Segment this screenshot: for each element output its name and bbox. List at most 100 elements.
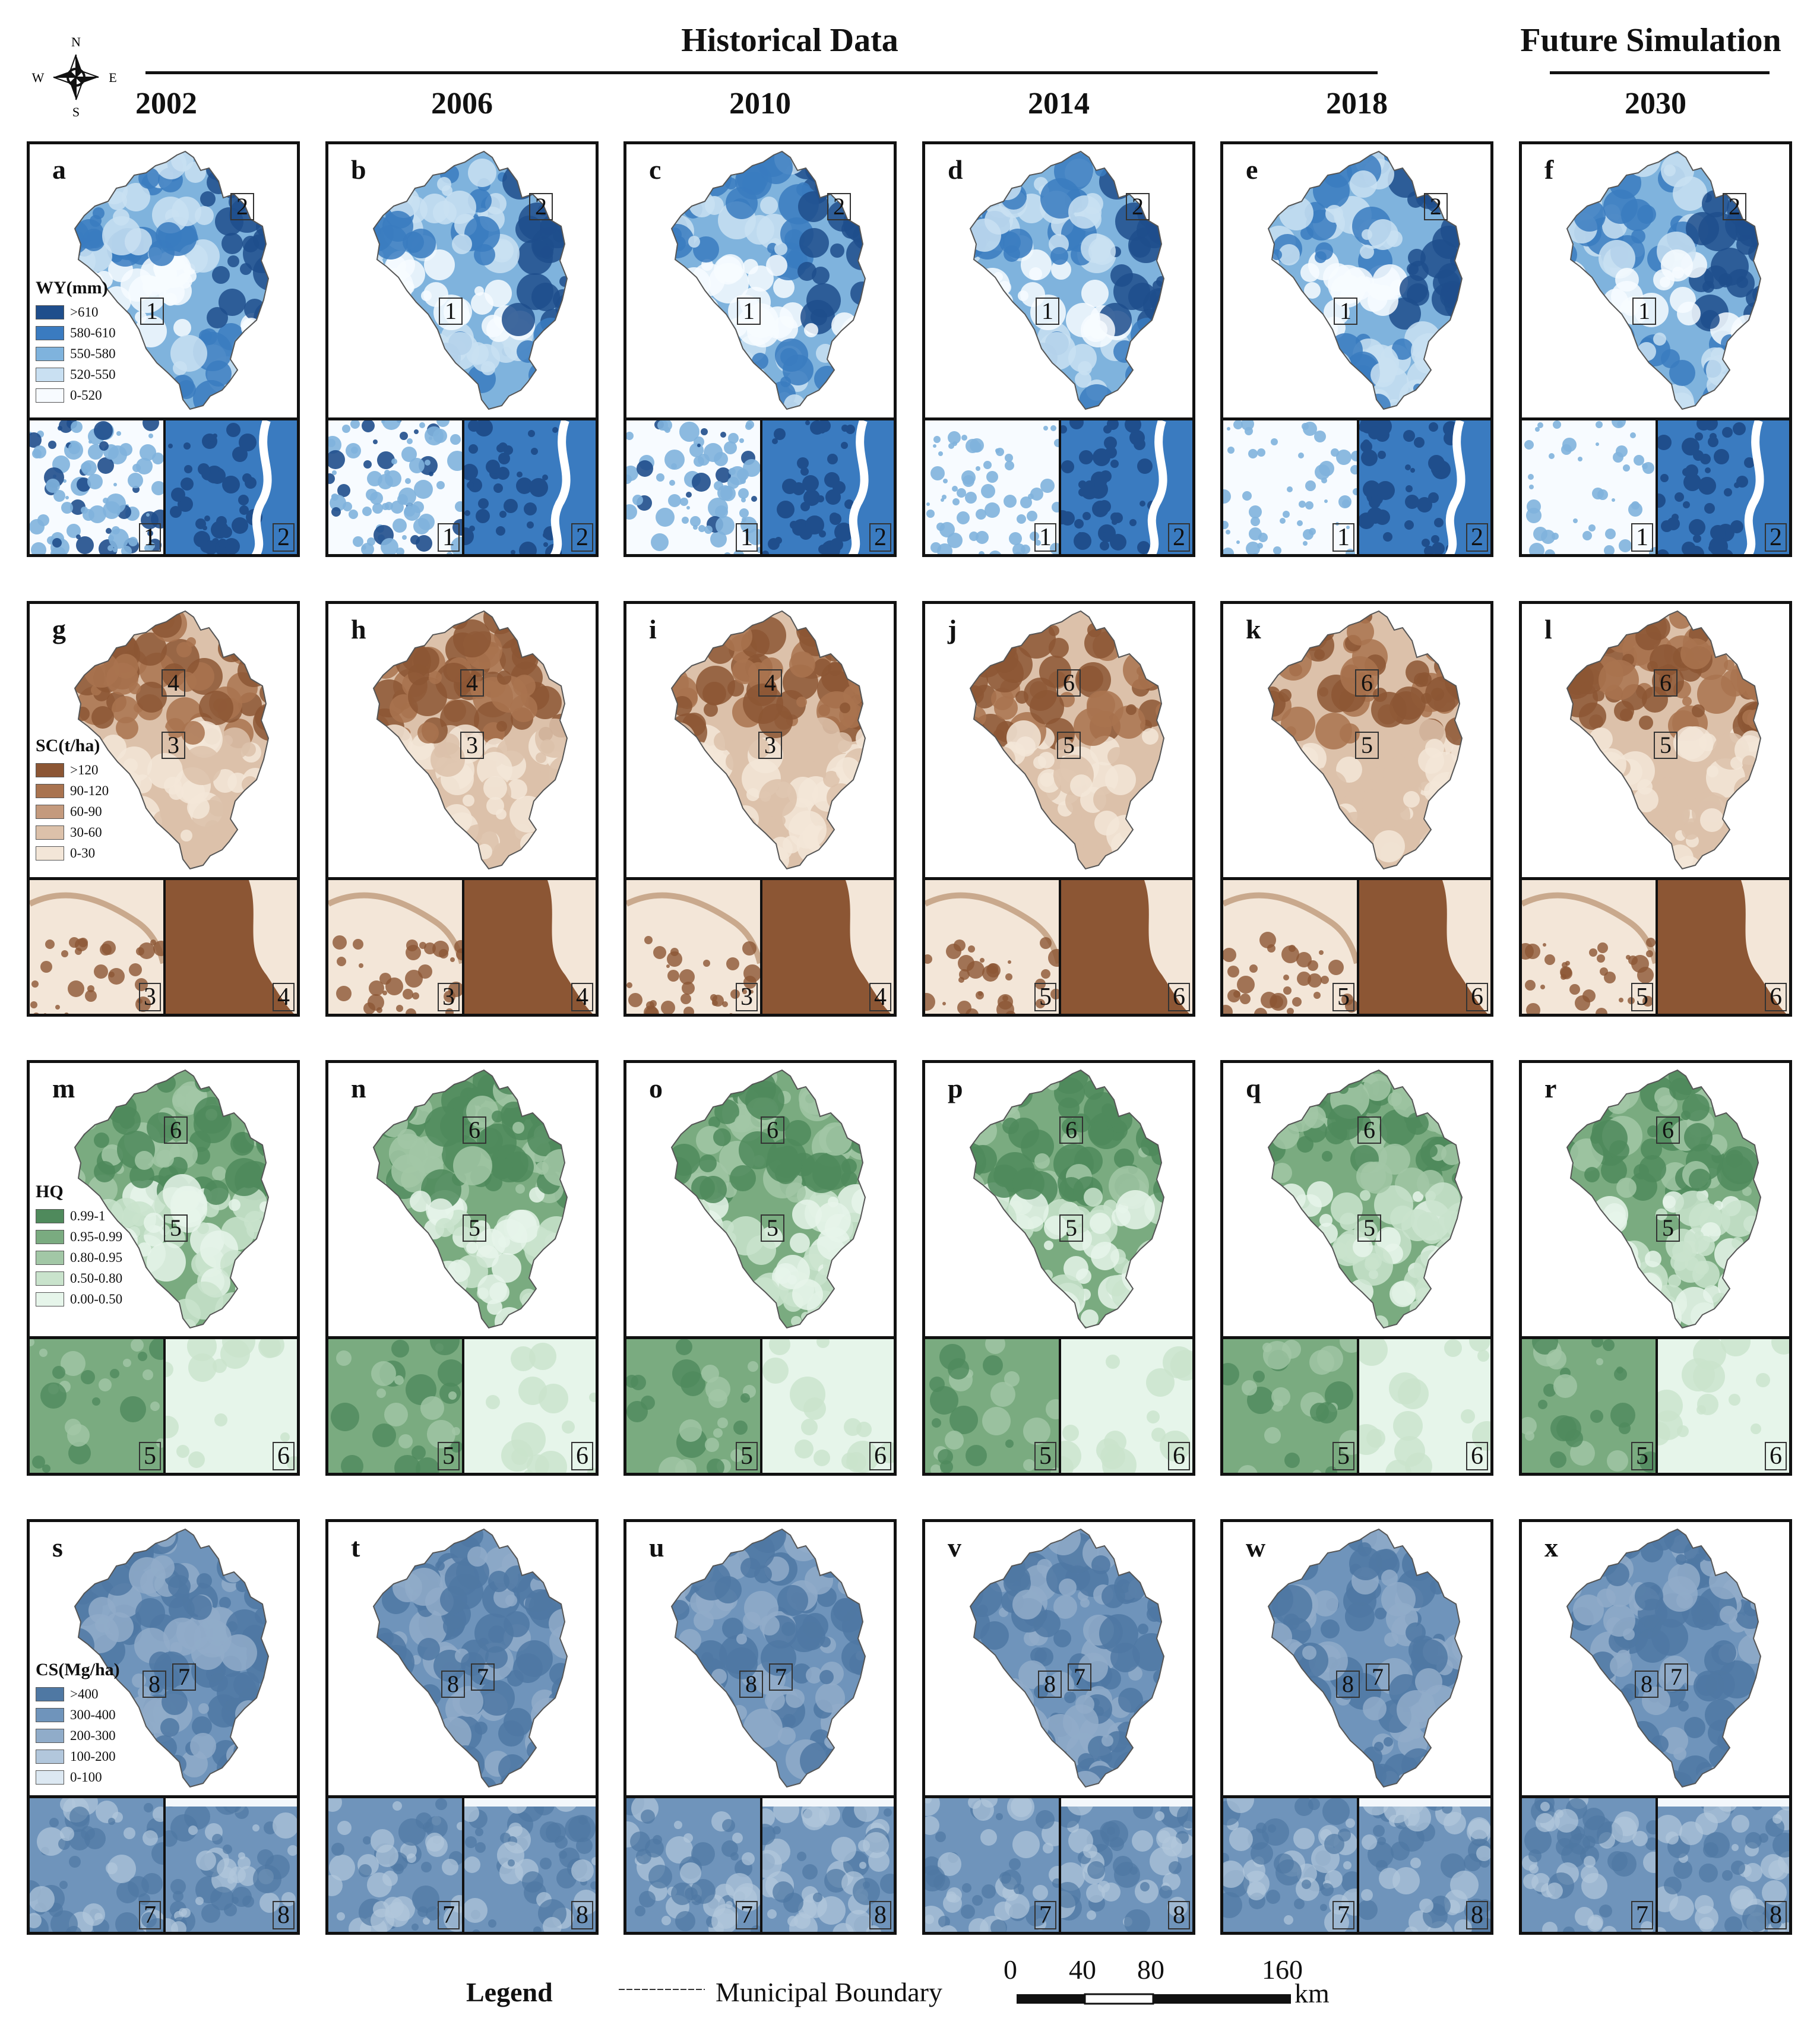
- zoom-inset-left: 7: [925, 1795, 1061, 1932]
- panel-letter: d: [948, 154, 963, 185]
- inset-number: 6: [1765, 1442, 1787, 1470]
- zoom-inset-right: 6: [1658, 877, 1789, 1014]
- inset-number: 5: [1332, 983, 1354, 1011]
- legend-item: 0-30: [36, 843, 109, 863]
- legend-swatch: [36, 846, 64, 861]
- zoom-inset-right: 8: [1359, 1795, 1490, 1932]
- legend-item: >610: [36, 302, 116, 322]
- zoom-inset-left: 7: [328, 1795, 464, 1932]
- zoom-box-marker: 4: [758, 669, 782, 697]
- legend-swatch: [36, 346, 64, 361]
- zoom-inset-left: 5: [1223, 877, 1359, 1014]
- inset-number: 5: [1034, 1442, 1056, 1470]
- legend-item: 550-580: [36, 343, 116, 364]
- region-map: [1223, 144, 1490, 417]
- region-map: [1223, 1522, 1490, 1795]
- map-panel-hq-3: p 6 5 5 6: [922, 1060, 1195, 1476]
- inset-number: 4: [273, 983, 295, 1011]
- region-map: [328, 1522, 596, 1795]
- zoom-inset-left: 3: [328, 877, 464, 1014]
- legend-swatch: [36, 804, 64, 819]
- legend-title: CS(Mg/ha): [36, 1660, 120, 1679]
- zoom-box-marker: 8: [1038, 1671, 1062, 1698]
- inset-number: 2: [273, 523, 295, 552]
- map-panel-wy-2: c 2 1 1 2: [623, 141, 897, 557]
- panel-letter: i: [649, 614, 657, 644]
- legend-item: 0.50-0.80: [36, 1268, 122, 1289]
- inset-number: 1: [1034, 523, 1056, 552]
- zoom-inset-left: 5: [626, 1336, 762, 1473]
- legend-swatch: [36, 1728, 64, 1743]
- zoom-box-marker: 6: [1357, 1116, 1381, 1144]
- zoom-inset-left: 7: [626, 1795, 762, 1932]
- legend-item: 30-60: [36, 822, 109, 843]
- year-label-0: 2002: [135, 87, 197, 121]
- region-map: [925, 1522, 1192, 1795]
- zoom-inset-right: 2: [762, 417, 894, 554]
- legend-item: 0.95-0.99: [36, 1226, 122, 1247]
- panel-letter: x: [1544, 1532, 1558, 1562]
- zoom-inset-left: 5: [1522, 877, 1658, 1014]
- scale-tick-0: 0: [1004, 1954, 1017, 1985]
- zoom-box-marker: 3: [758, 732, 782, 759]
- inset-number: 6: [869, 1442, 891, 1470]
- zoom-box-marker: 6: [1355, 669, 1379, 697]
- legend-title: HQ: [36, 1182, 64, 1201]
- legend-label: Legend: [466, 1977, 553, 2007]
- panel-letter: f: [1544, 154, 1554, 185]
- zoom-inset-right: 8: [1061, 1795, 1192, 1932]
- legend-swatch: [36, 305, 64, 319]
- map-panel-hq-2: o 6 5 5 6: [623, 1060, 897, 1476]
- map-legend: HQ 0.99-1 0.95-0.99 0.80-0.95 0.50-0.80 0.00-…: [36, 1182, 122, 1309]
- legend-item: 200-300: [36, 1725, 120, 1746]
- legend-class-label: 300-400: [70, 1707, 116, 1722]
- zoom-box-marker: 1: [439, 298, 463, 325]
- zoom-box-marker: 6: [761, 1116, 784, 1144]
- legend-item: 100-200: [36, 1746, 120, 1767]
- inset-number: 3: [139, 983, 161, 1011]
- legend-swatch: [36, 1292, 64, 1306]
- inset-number: 6: [1466, 1442, 1488, 1470]
- scale-tick-80: 80: [1137, 1954, 1164, 1985]
- map-legend: WY(mm) >610 580-610 550-580 520-550 0-520: [36, 278, 116, 406]
- inset-number: 2: [571, 523, 593, 552]
- zoom-inset-left: 1: [925, 417, 1061, 554]
- inset-number: 6: [1168, 1442, 1190, 1470]
- compass-e: E: [109, 70, 116, 85]
- inset-number: 2: [1168, 523, 1190, 552]
- zoom-box-marker: 4: [460, 669, 484, 697]
- inset-number: 6: [1765, 983, 1787, 1011]
- zoom-inset-right: 6: [166, 1336, 297, 1473]
- panel-letter: j: [948, 614, 957, 644]
- zoom-box-marker: 6: [164, 1116, 188, 1144]
- map-panel-wy-3: d 2 1 1 2: [922, 141, 1195, 557]
- legend-class-label: 60-90: [70, 803, 102, 819]
- panel-letter: s: [52, 1532, 63, 1562]
- zoom-box-marker: 6: [1057, 669, 1081, 697]
- zoom-inset-left: 7: [1223, 1795, 1359, 1932]
- inset-number: 7: [139, 1901, 161, 1929]
- map-panel-wy-5: f 2 1 1 2: [1519, 141, 1792, 557]
- region-map: [1223, 604, 1490, 877]
- legend-item: 300-400: [36, 1704, 120, 1725]
- zoom-box-marker: 2: [827, 193, 851, 220]
- zoom-inset-right: 4: [464, 877, 596, 1014]
- historical-data-title: Historical Data: [681, 22, 898, 59]
- panel-letter: v: [948, 1532, 961, 1562]
- region-map: [925, 1063, 1192, 1336]
- inset-number: 8: [1466, 1901, 1488, 1929]
- municipal-boundary-label: Municipal Boundary: [716, 1977, 942, 2007]
- zoom-box-marker: 5: [761, 1214, 784, 1242]
- map-panel-wy-4: e 2 1 1 2: [1220, 141, 1493, 557]
- zoom-box-marker: 6: [463, 1116, 486, 1144]
- panel-letter: c: [649, 154, 661, 185]
- zoom-inset-left: 1: [30, 417, 166, 554]
- legend-class-label: 550-580: [70, 346, 116, 361]
- legend-class-label: 0.50-0.80: [70, 1270, 123, 1286]
- region-map: [30, 604, 297, 877]
- zoom-box-marker: 4: [162, 669, 185, 697]
- zoom-box-marker: 3: [460, 732, 484, 759]
- zoom-box-marker: 8: [143, 1671, 166, 1698]
- zoom-inset-right: 6: [1359, 1336, 1490, 1473]
